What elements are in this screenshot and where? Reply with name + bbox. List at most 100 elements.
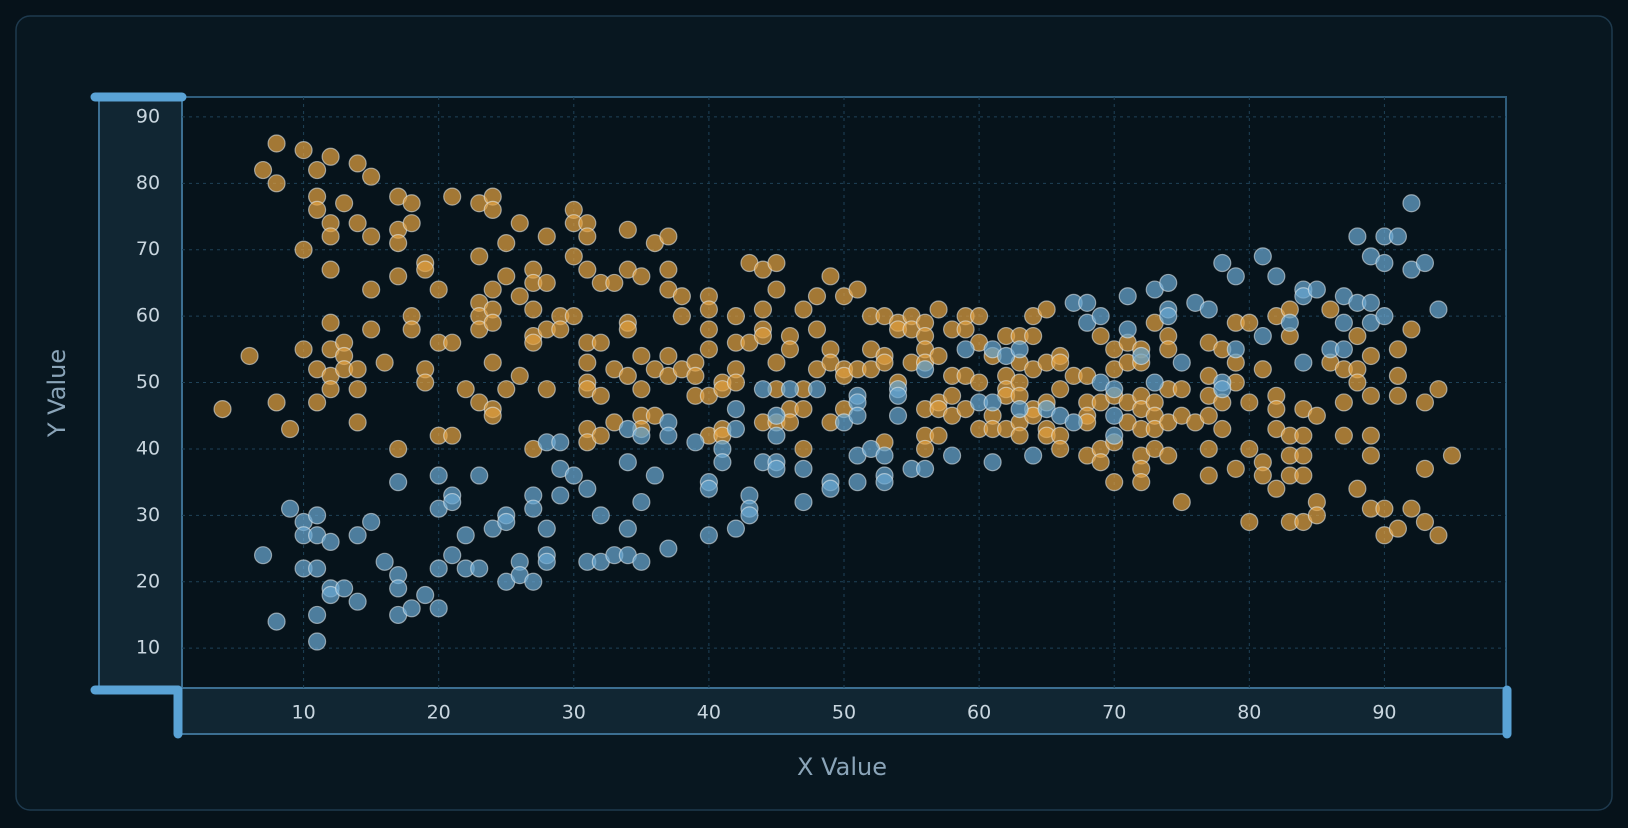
- y-tick-label: 60: [136, 305, 160, 327]
- point: [1172, 353, 1191, 372]
- point: [753, 326, 773, 346]
- point: [632, 267, 651, 286]
- point: [1334, 313, 1353, 332]
- point: [1105, 426, 1124, 445]
- point: [794, 439, 813, 459]
- point: [591, 333, 610, 352]
- point: [524, 333, 543, 352]
- point: [308, 393, 327, 412]
- point: [578, 353, 597, 372]
- point: [1267, 479, 1286, 498]
- point: [253, 546, 273, 565]
- point: [1199, 300, 1218, 319]
- point: [659, 260, 678, 279]
- point: [1159, 340, 1178, 359]
- point: [294, 340, 313, 359]
- point: [375, 552, 394, 571]
- point: [1348, 479, 1367, 498]
- point: [1172, 380, 1191, 399]
- point: [389, 233, 408, 253]
- point: [848, 406, 867, 425]
- x-tick-label: 20: [427, 702, 451, 724]
- point: [767, 406, 786, 425]
- y-tick-label: 90: [136, 105, 160, 127]
- point: [929, 300, 948, 319]
- point: [267, 612, 286, 631]
- point: [956, 320, 975, 339]
- point: [483, 406, 502, 425]
- point: [416, 585, 435, 605]
- point: [888, 386, 908, 405]
- point: [1388, 386, 1408, 405]
- point: [848, 280, 867, 299]
- points: [213, 134, 1462, 651]
- point: [1051, 439, 1070, 459]
- point: [564, 247, 583, 266]
- point: [1199, 406, 1218, 425]
- point: [321, 227, 340, 246]
- point: [794, 459, 813, 478]
- point: [497, 233, 516, 253]
- point: [537, 273, 556, 293]
- point: [308, 632, 327, 651]
- point: [1064, 413, 1083, 432]
- point: [348, 592, 367, 611]
- point: [564, 307, 583, 326]
- point: [402, 320, 421, 339]
- point: [632, 346, 651, 366]
- point: [888, 406, 908, 425]
- point: [1361, 426, 1380, 445]
- y-tick-label: 40: [136, 437, 160, 459]
- point: [1388, 366, 1408, 385]
- point: [416, 373, 435, 392]
- point: [510, 287, 529, 306]
- point: [1429, 300, 1448, 319]
- point: [1348, 326, 1367, 346]
- x-tick-label: 60: [967, 702, 991, 724]
- point: [348, 154, 367, 173]
- point: [1442, 446, 1462, 465]
- point: [1213, 253, 1232, 273]
- point: [308, 605, 327, 625]
- point: [983, 453, 1002, 472]
- point: [659, 227, 678, 246]
- point: [794, 492, 813, 512]
- point: [497, 380, 516, 399]
- point: [524, 499, 543, 518]
- point: [821, 479, 840, 498]
- point: [1429, 526, 1448, 545]
- point: [1226, 340, 1245, 359]
- point: [551, 433, 570, 452]
- point: [321, 260, 340, 279]
- point: [1348, 373, 1367, 392]
- point: [1415, 393, 1435, 412]
- point: [348, 214, 367, 233]
- point: [1361, 293, 1380, 312]
- point: [807, 320, 827, 339]
- point: [618, 453, 637, 472]
- point: [564, 466, 583, 485]
- point: [362, 227, 381, 246]
- point: [578, 479, 597, 498]
- point: [1240, 313, 1259, 332]
- point: [1361, 346, 1380, 366]
- point: [915, 459, 935, 478]
- point: [348, 413, 367, 432]
- point: [1415, 512, 1435, 532]
- point: [524, 572, 543, 591]
- point: [794, 300, 813, 319]
- point: [443, 333, 462, 352]
- point: [348, 380, 367, 399]
- point: [605, 273, 624, 293]
- point: [1375, 499, 1394, 518]
- point: [443, 426, 462, 445]
- point: [767, 353, 786, 372]
- point: [1280, 313, 1299, 332]
- point: [321, 532, 340, 552]
- point: [699, 479, 718, 498]
- point: [402, 194, 421, 213]
- point: [537, 227, 556, 246]
- point: [1132, 473, 1151, 492]
- point: [1010, 426, 1029, 445]
- point: [429, 466, 448, 485]
